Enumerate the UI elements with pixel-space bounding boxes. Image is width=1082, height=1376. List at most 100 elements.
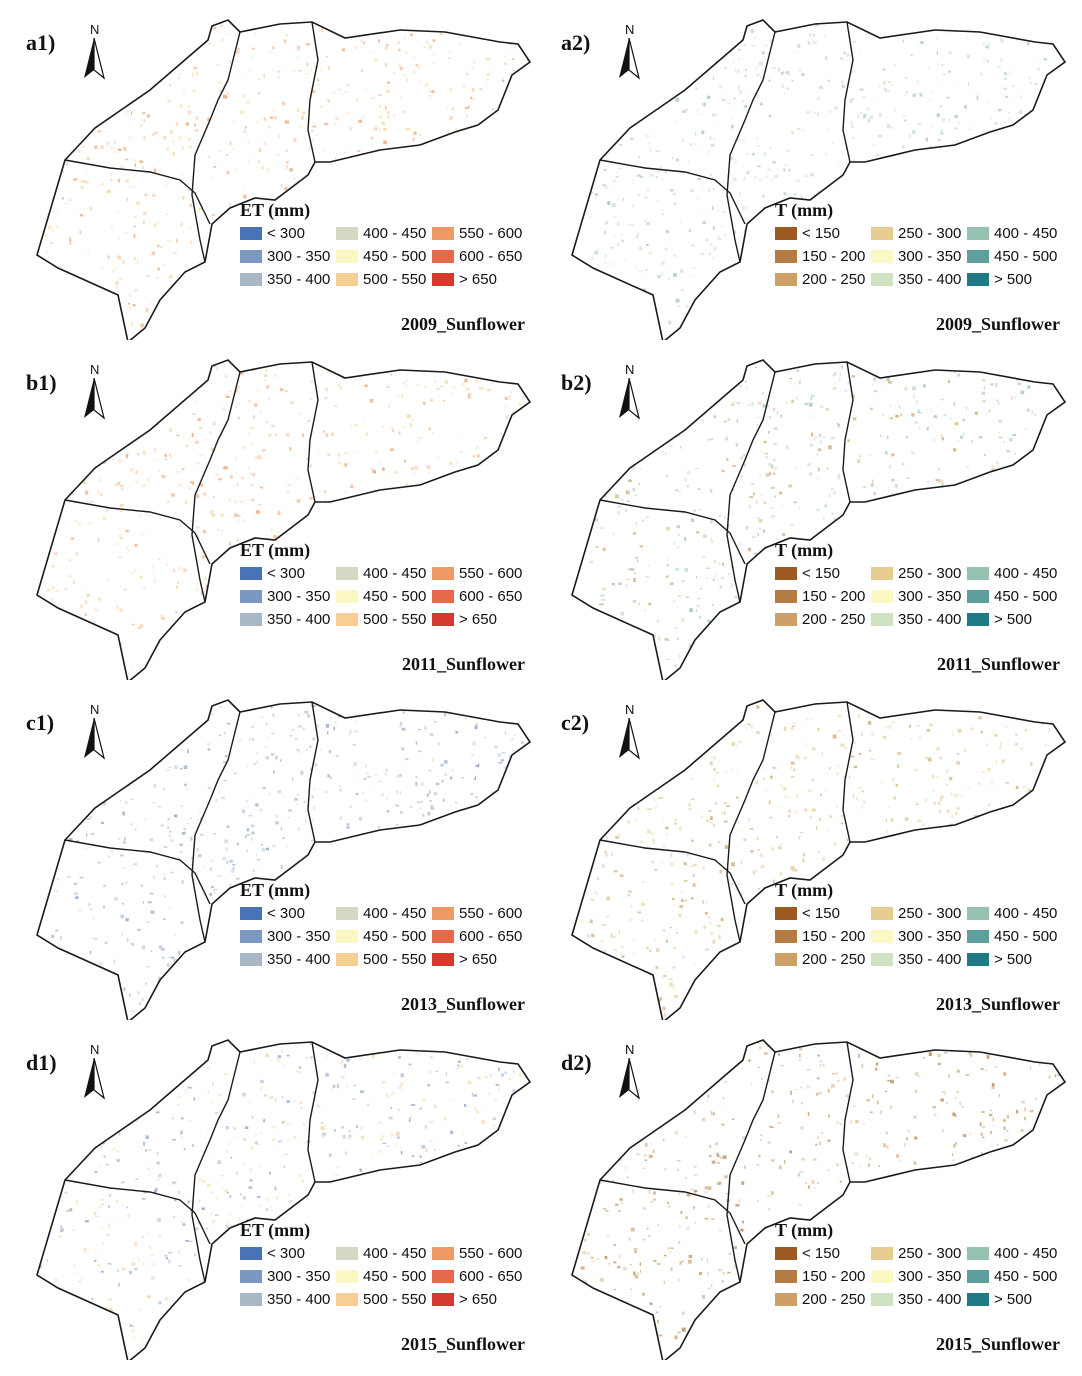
legend-swatch [775,590,797,603]
legend-item: < 150 [775,225,871,242]
legend-label: 300 - 350 [267,928,331,945]
legend-swatch [871,907,893,920]
subbasin-boundary [307,361,319,503]
legend-label: 300 - 350 [898,1268,962,1285]
basin-boundary [571,359,1067,680]
legend-swatch [967,1270,989,1283]
north-arrow-icon: N [82,362,112,422]
legend-item: < 300 [240,1245,336,1262]
legend-label: 300 - 350 [898,928,962,945]
legend-label: 400 - 450 [994,905,1058,922]
panel-caption: 2011_Sunflower [936,654,1060,674]
legend-swatch [775,1293,797,1306]
legend-label: 600 - 650 [459,248,523,265]
basin-boundary [36,359,532,680]
legend-swatch [336,1247,358,1260]
legend-label: 200 - 250 [802,951,866,968]
legend-swatch [967,590,989,603]
catchment-map [571,19,1067,340]
legend-swatch [967,613,989,626]
subbasin-boundary [842,1041,854,1183]
legend-item: 550 - 600 [432,225,528,242]
legend: T (mm) < 150 250 - 300 400 - 450 150 - 200 30… [775,1220,1063,1308]
legend-item: 350 - 400 [240,611,336,628]
subbasin-boundary [842,21,854,163]
panel-label: a2) [561,30,591,55]
legend-title: T (mm) [775,880,834,900]
legend-item: 300 - 350 [240,1268,336,1285]
legend-item: 600 - 650 [432,1268,528,1285]
legend-title: T (mm) [775,1220,834,1240]
map-panel-c2: c2) N T (mm) < 150 250 - 300 400 - 450 150 - 2… [535,680,1070,1020]
legend-swatch [336,590,358,603]
legend-label: 450 - 500 [994,588,1058,605]
subbasin-boundary [191,371,241,603]
legend-swatch [240,1247,262,1260]
legend-swatch [775,953,797,966]
legend-label: 200 - 250 [802,271,866,288]
panel-caption: 2009_Sunflower [400,314,525,334]
legend-label: < 150 [802,565,840,582]
legend-label: < 150 [802,1245,840,1262]
map-panel-b1: b1) N ET (mm) < 300 400 - 450 550 - 600 300 - … [0,340,535,680]
legend-item: 200 - 250 [775,951,871,968]
legend-item: 350 - 400 [240,951,336,968]
catchment-map [36,699,532,1020]
legend-item: 350 - 400 [871,271,967,288]
legend-label: 550 - 600 [459,565,523,582]
legend-item: 300 - 350 [871,1268,967,1285]
legend-item: 400 - 450 [967,905,1063,922]
legend-item: 250 - 300 [871,225,967,242]
legend-title: T (mm) [775,200,834,220]
panel-caption: 2015_Sunflower [400,1334,525,1354]
legend-item: 150 - 200 [775,248,871,265]
legend-swatch [871,567,893,580]
legend-label: 600 - 650 [459,928,523,945]
legend-label: 350 - 400 [898,951,962,968]
legend-label: 150 - 200 [802,248,866,265]
legend-item: < 150 [775,565,871,582]
legend-swatch [240,613,262,626]
legend-item: 300 - 350 [240,928,336,945]
subbasin-boundary [599,1179,746,1245]
legend-item: 150 - 200 [775,928,871,945]
legend-item: 400 - 450 [336,225,432,242]
legend-item: 350 - 400 [871,951,967,968]
legend-item: 500 - 550 [336,611,432,628]
legend-item: 350 - 400 [871,1291,967,1308]
legend-title: ET (mm) [240,200,311,220]
legend-label: > 650 [459,951,497,968]
legend: T (mm) < 150 250 - 300 400 - 450 150 - 200 30… [775,540,1063,628]
north-letter: N [625,1042,635,1057]
legend-label: 450 - 500 [363,248,427,265]
legend-label: 600 - 650 [459,588,523,605]
legend-item: 400 - 450 [967,1245,1063,1262]
subbasin-boundary [191,711,241,943]
legend-item: 250 - 300 [871,565,967,582]
north-letter: N [90,362,100,377]
legend-label: 150 - 200 [802,928,866,945]
legend-swatch [240,1270,262,1283]
legend-label: 250 - 300 [898,1245,962,1262]
legend-label: > 500 [994,271,1032,288]
legend-label: 450 - 500 [994,928,1058,945]
legend-item: 400 - 450 [336,565,432,582]
catchment-map [571,699,1067,1020]
north-arrow-icon: N [82,22,112,82]
legend-item: 450 - 500 [336,248,432,265]
north-arrow-icon: N [617,702,647,762]
legend-swatch [432,953,454,966]
panel-label: b2) [561,370,592,395]
north-letter: N [90,702,100,717]
legend-swatch [432,1270,454,1283]
legend-label: 250 - 300 [898,565,962,582]
catchment-map [571,359,1067,680]
legend-item: 450 - 500 [967,588,1063,605]
legend-swatch [336,953,358,966]
panel-label: c2) [561,710,590,735]
legend-swatch [871,1293,893,1306]
legend-swatch [336,227,358,240]
legend-item: 500 - 550 [336,271,432,288]
subbasin-boundary [842,701,854,843]
legend-label: < 300 [267,565,305,582]
